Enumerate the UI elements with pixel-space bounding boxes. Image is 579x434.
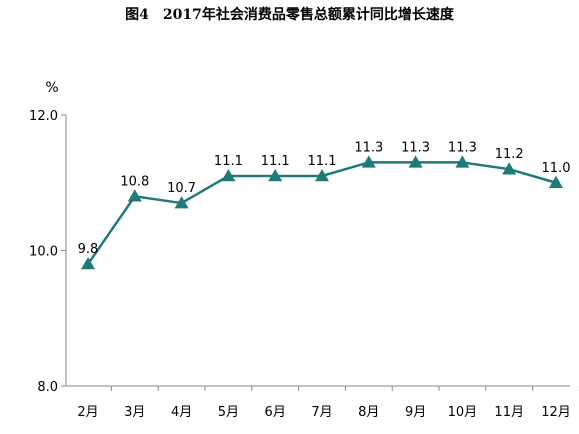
x-tick-label: 2月 <box>77 405 98 420</box>
x-tick-label: 4月 <box>171 405 192 420</box>
data-point-marker <box>268 168 283 182</box>
data-point-marker <box>455 155 470 168</box>
data-label: 10.8 <box>120 174 149 189</box>
data-point-marker <box>315 168 329 182</box>
axes <box>61 114 579 391</box>
data-label-group: 9.8 10.8 10.7 11.1 11.1 11.1 11.3 11.3 11.3 11.2 1… <box>78 140 571 257</box>
x-tick-label: 8月 <box>358 405 379 420</box>
x-tick-label: 7月 <box>311 405 332 420</box>
x-tick-label: 11月 <box>494 405 524 420</box>
x-tick-label: 12月 <box>541 405 571 420</box>
x-tick-label: 10月 <box>448 405 478 420</box>
y-axis-unit-label: % <box>45 80 58 96</box>
data-point-marker <box>408 155 423 168</box>
y-tick-label: 8.0 <box>37 380 58 395</box>
data-point-marker <box>361 155 376 168</box>
data-point-marker <box>81 257 95 270</box>
data-label: 11.3 <box>354 140 383 155</box>
data-point-marker <box>549 175 563 188</box>
data-label: 11.1 <box>308 154 337 169</box>
data-label: 11.1 <box>214 154 243 169</box>
data-point-marker <box>502 162 517 175</box>
x-tick-label: 6月 <box>265 405 286 420</box>
data-label: 11.3 <box>401 140 430 155</box>
y-tick-labels: 8.0 10.0 12.0 <box>29 109 58 395</box>
data-label: 9.8 <box>78 242 99 257</box>
data-label: 11.3 <box>448 140 477 155</box>
data-point-marker <box>174 196 189 209</box>
y-tick-label: 10.0 <box>29 245 58 260</box>
data-label: 11.2 <box>495 147 524 162</box>
y-tick-label: 12.0 <box>29 109 58 124</box>
data-label: 11.0 <box>542 161 571 176</box>
data-label: 10.7 <box>167 181 196 196</box>
data-point-marker <box>127 189 142 202</box>
marker-group <box>81 155 563 270</box>
chart-title: 图4 2017年社会消费品零售总额累计同比增长速度 <box>125 7 454 23</box>
x-tick-labels: 2月 3月 4月 5月 6月 7月 8月 9月 10月 11月 12月 <box>77 405 570 420</box>
data-point-marker <box>221 168 236 182</box>
x-tick-label: 9月 <box>405 405 426 420</box>
x-tick-label: 5月 <box>218 405 239 420</box>
x-tick-label: 3月 <box>124 405 145 420</box>
data-label: 11.1 <box>261 154 290 169</box>
